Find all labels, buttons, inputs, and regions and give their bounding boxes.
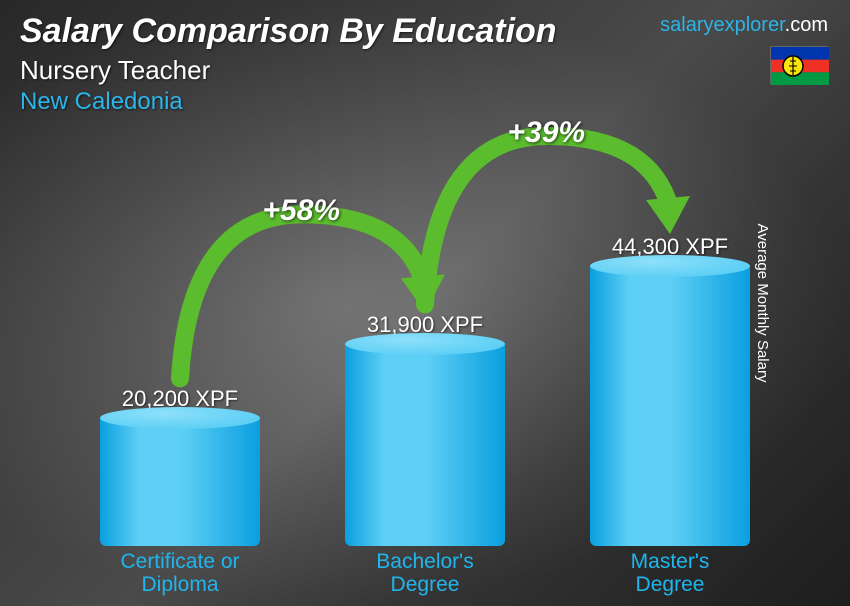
bar — [345, 344, 505, 546]
pct-increase-label: +39% — [508, 116, 586, 150]
flag-icon — [770, 46, 828, 84]
bar-group: 44,300 XPF — [585, 234, 755, 546]
x-axis-labels: Certificate orDiploma Bachelor'sDegree Mas… — [60, 550, 770, 598]
bar — [100, 418, 260, 546]
bar-group: 31,900 XPF — [340, 312, 510, 546]
pct-increase-label: +58% — [263, 194, 341, 228]
x-axis-label: Certificate orDiploma — [95, 550, 265, 596]
brand-suffix: .com — [785, 14, 828, 36]
x-axis-label: Bachelor'sDegree — [340, 550, 510, 596]
chart-area: 20,200 XPF 31,900 XPF 44,300 XPF — [60, 150, 770, 546]
x-axis-label: Master'sDegree — [585, 550, 755, 596]
bar-group: 20,200 XPF — [95, 386, 265, 546]
bar — [590, 266, 750, 546]
